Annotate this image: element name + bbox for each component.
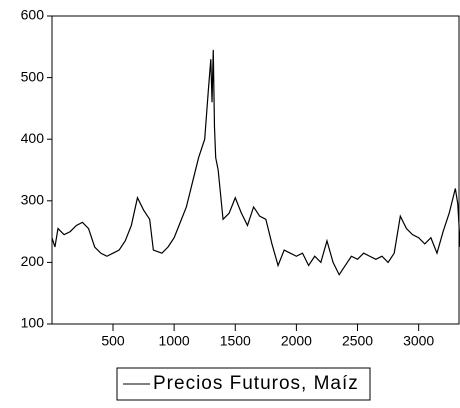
y-tick-label: 500: [21, 68, 45, 84]
x-tick-label: 1000: [159, 333, 190, 349]
x-tick-label: 2000: [281, 333, 312, 349]
y-tick-label: 300: [21, 192, 45, 208]
y-tick-label: 600: [21, 7, 45, 23]
x-tick-label: 3000: [403, 333, 434, 349]
x-tick-label: 1500: [220, 333, 251, 349]
price-line: [51, 49, 460, 276]
x-tick-label: 500: [101, 333, 125, 349]
y-tick-label: 400: [21, 130, 45, 146]
legend-box: [116, 367, 371, 401]
y-tick-label: 200: [21, 253, 45, 269]
y-tick-label: 100: [21, 315, 45, 331]
legend-label: Precios Futuros, Maíz: [153, 373, 359, 394]
plot-frame: [51, 15, 460, 325]
x-tick-label: 2500: [342, 333, 373, 349]
